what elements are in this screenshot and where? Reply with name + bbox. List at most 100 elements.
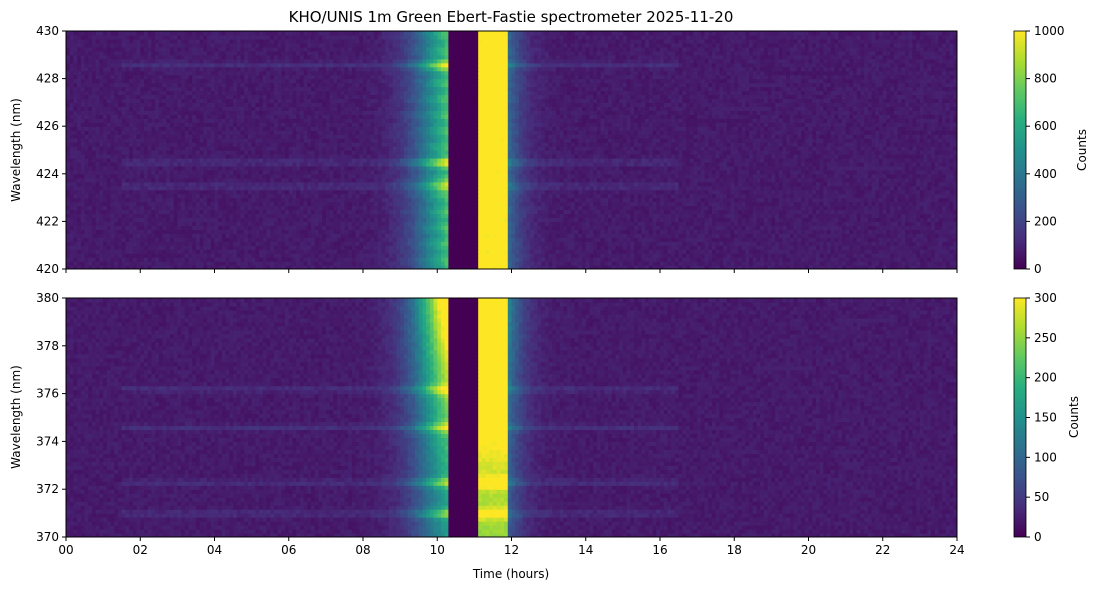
heatmap-cell — [511, 217, 516, 222]
heatmap-cell — [593, 265, 598, 269]
heatmap-cell — [311, 185, 316, 191]
heatmap-cell — [166, 257, 171, 262]
heatmap-cell — [388, 197, 394, 203]
heatmap-cell — [192, 261, 197, 266]
heatmap-cell — [756, 229, 761, 234]
heatmap-cell — [143, 253, 149, 258]
heatmap-cell — [515, 249, 520, 254]
heatmap-cell — [916, 209, 921, 215]
heatmap-cell — [871, 197, 876, 203]
heatmap-cell — [756, 205, 761, 211]
heatmap-cell — [719, 229, 724, 234]
heatmap-cell — [760, 265, 765, 269]
heatmap-cell — [678, 209, 683, 215]
heatmap-cell — [548, 229, 553, 234]
heatmap-cell — [908, 249, 914, 254]
heatmap-cell — [515, 245, 520, 250]
heatmap-cell — [311, 193, 316, 199]
heatmap-cell — [763, 257, 769, 262]
heatmap-cell — [162, 261, 167, 266]
heatmap-cell — [281, 245, 286, 250]
heatmap-cell — [522, 253, 527, 258]
heatmap-cell — [400, 193, 405, 199]
heatmap-cell — [645, 193, 650, 199]
heatmap-cell — [890, 265, 895, 269]
heatmap-cell — [132, 257, 138, 262]
heatmap-cell — [886, 201, 891, 207]
heatmap-cell — [841, 233, 847, 238]
heatmap-cell — [793, 201, 798, 207]
heatmap-cell — [73, 209, 78, 215]
heatmap-cell — [444, 217, 449, 222]
heatmap-cell — [270, 221, 275, 226]
heatmap-cell — [890, 233, 895, 238]
heatmap-cell — [381, 261, 386, 266]
heatmap-cell — [630, 249, 635, 254]
heatmap-cell — [589, 185, 594, 191]
heatmap-cell — [84, 241, 89, 246]
heatmap-cell — [734, 225, 739, 230]
heatmap-cell — [585, 213, 591, 219]
heatmap-cell — [103, 197, 108, 203]
heatmap-cell — [281, 193, 286, 199]
heatmap-cell — [763, 201, 769, 207]
heatmap-cell — [615, 205, 620, 211]
heatmap-cell — [749, 261, 754, 266]
heatmap-cell — [103, 193, 108, 199]
heatmap-cell — [80, 241, 86, 246]
heatmap-cell — [240, 201, 245, 207]
heatmap-cell — [88, 185, 93, 191]
heatmap-cell — [400, 221, 405, 226]
heatmap-cell — [600, 257, 605, 262]
heatmap-cell — [763, 265, 769, 269]
heatmap-cell — [437, 193, 442, 199]
heatmap-cell — [812, 197, 817, 203]
heatmap-cell — [158, 225, 164, 230]
heatmap-cell — [574, 249, 579, 254]
heatmap-cell — [143, 189, 149, 195]
heatmap-cell — [422, 253, 427, 258]
heatmap-cell — [827, 253, 832, 258]
heatmap-cell — [834, 209, 839, 215]
heatmap-cell — [544, 201, 550, 207]
heatmap-cell — [849, 189, 854, 195]
heatmap-cell — [541, 221, 546, 226]
heatmap-cell — [337, 205, 342, 211]
heatmap-cell — [656, 265, 661, 269]
heatmap-cell — [819, 189, 824, 195]
heatmap-cell — [129, 249, 134, 254]
heatmap-cell — [325, 253, 331, 258]
heatmap-cell — [763, 225, 769, 230]
heatmap-cell — [66, 253, 71, 258]
heatmap-cell — [737, 229, 743, 234]
heatmap-cell — [845, 265, 850, 269]
heatmap-cell — [611, 249, 617, 254]
heatmap-cell — [908, 241, 914, 246]
heatmap-cell — [511, 201, 516, 207]
heatmap-cell — [667, 189, 672, 195]
heatmap-cell — [775, 241, 780, 246]
heatmap-cell — [853, 217, 858, 222]
heatmap-cell — [414, 257, 420, 262]
heatmap-cell — [559, 213, 565, 219]
heatmap-cell — [99, 205, 104, 211]
heatmap-cell — [719, 185, 724, 191]
heatmap-cell — [845, 253, 850, 258]
heatmap-cell — [106, 189, 112, 195]
heatmap-cell — [634, 237, 639, 242]
heatmap-cell — [311, 205, 316, 211]
heatmap-cell — [949, 257, 954, 262]
heatmap-cell — [129, 265, 134, 269]
heatmap-cell — [886, 241, 891, 246]
heatmap-cell — [674, 197, 680, 203]
heatmap-cell — [429, 197, 435, 203]
heatmap-cell — [711, 193, 717, 199]
heatmap-cell — [763, 209, 769, 215]
heatmap-cell — [489, 185, 494, 191]
heatmap-cell — [240, 213, 245, 219]
heatmap-cell — [140, 265, 145, 269]
heatmap-cell — [381, 265, 386, 269]
heatmap-cell — [674, 209, 680, 215]
heatmap-cell — [207, 201, 212, 207]
heatmap-cell — [708, 257, 713, 262]
